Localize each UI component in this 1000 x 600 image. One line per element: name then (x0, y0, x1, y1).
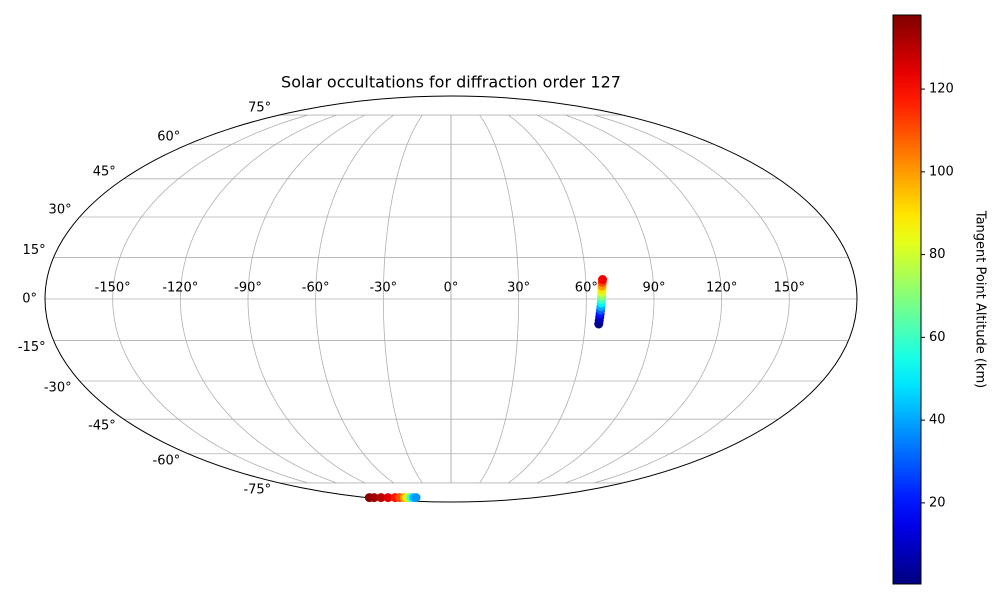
grid-line (112, 114, 308, 484)
data-point (369, 493, 379, 503)
colorbar-tick-label: 40 (929, 413, 946, 428)
colorbar-gradient (892, 14, 922, 585)
points (364, 275, 608, 503)
x-tick-label: -120° (162, 281, 198, 296)
data-point (598, 275, 608, 285)
grid: -75° -60° -45° -30° -15° 0° 15° 30° 45° 60° 75° -15… (18, 95, 858, 503)
x-tick-label: 150° (774, 281, 805, 296)
y-tick-label: -15° (18, 340, 46, 355)
x-tick-label: -150° (95, 281, 131, 296)
y-tick-label: -60° (153, 453, 181, 468)
y-tick-label: 75° (248, 101, 271, 116)
y-tick-label: -45° (88, 419, 116, 434)
colorbar-label: Tangent Point Altitude (km) (973, 210, 988, 388)
x-tick-label: -60° (302, 281, 330, 296)
grid-line (508, 114, 587, 484)
x-tick-label: 120° (706, 281, 737, 296)
grid-line (315, 114, 394, 484)
chart-title: Solar occultations for diffraction order… (281, 73, 621, 92)
colorbar-tick-label: 120 (929, 82, 954, 97)
grid-line (247, 114, 366, 484)
grid-line (565, 114, 723, 484)
colorbar-tick-label: 60 (929, 330, 946, 345)
colorbar: 20 40 60 80 100 120 Tangent Point Altitude (km… (892, 14, 988, 585)
grid-line (479, 114, 520, 484)
colorbar-tick-label: 20 (929, 495, 946, 510)
grid-line (382, 114, 423, 484)
y-tick-label: 0° (22, 292, 37, 307)
grid-line (536, 114, 655, 484)
data-point (376, 493, 386, 503)
y-tick-label: 15° (23, 243, 46, 258)
colorbar-tick-label: 100 (929, 164, 954, 179)
x-tick-label: 30° (507, 281, 530, 296)
y-tick-label: 45° (93, 164, 116, 179)
y-tick-label: -75° (243, 482, 271, 497)
x-tick-label: 60° (575, 281, 598, 296)
y-tick-label: -30° (44, 381, 72, 396)
grid-line (179, 114, 337, 484)
y-tick-label: 60° (157, 130, 180, 145)
x-tick-label: -30° (369, 281, 397, 296)
x-tick-label: -90° (234, 281, 262, 296)
colorbar-tick-label: 80 (929, 247, 946, 262)
x-tick-label: 90° (642, 281, 665, 296)
data-point (411, 493, 421, 503)
map-outline (44, 95, 858, 503)
grid-line (594, 114, 790, 484)
y-tick-label: 30° (49, 202, 72, 217)
data-point (383, 493, 393, 503)
